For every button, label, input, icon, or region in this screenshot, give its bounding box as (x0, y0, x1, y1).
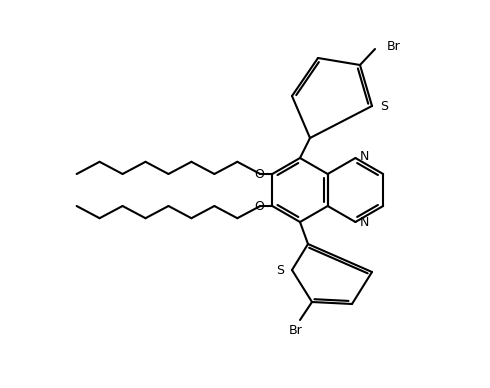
Text: S: S (276, 263, 284, 277)
Text: N: N (360, 217, 369, 229)
Text: S: S (380, 99, 388, 113)
Text: O: O (254, 168, 264, 180)
Text: Br: Br (289, 324, 303, 336)
Text: O: O (254, 199, 264, 213)
Text: Br: Br (387, 40, 401, 52)
Text: N: N (360, 151, 369, 163)
